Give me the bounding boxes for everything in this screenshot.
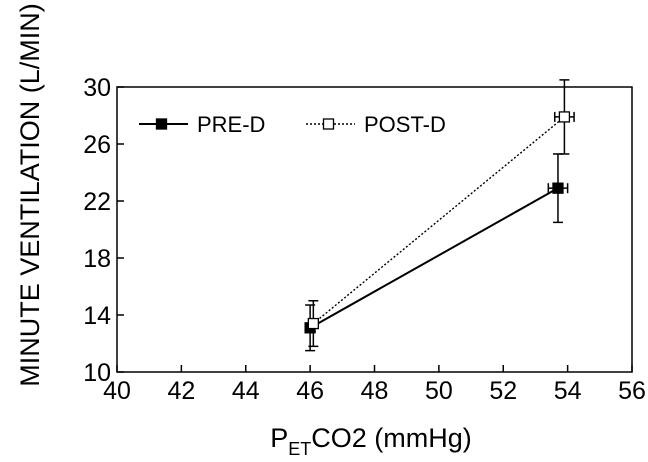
x-tick-label: 50	[425, 377, 453, 405]
x-tick-label: 44	[232, 377, 260, 405]
y-tick-label: 10	[83, 359, 111, 387]
legend: PRE-D POST-D	[139, 112, 446, 137]
data-point	[558, 111, 571, 123]
series-line	[312, 116, 565, 325]
legend-label: POST-D	[364, 112, 446, 137]
x-tick-label: 54	[554, 377, 582, 405]
x-tick-label: 48	[361, 377, 389, 405]
y-tick-label: 18	[83, 245, 111, 273]
series-post-d	[307, 79, 575, 348]
data-point	[307, 317, 319, 330]
legend-marker	[322, 118, 335, 130]
x-tick-label: 56	[618, 377, 646, 405]
series-pre-d	[304, 153, 569, 352]
y-tick-label: 30	[83, 74, 111, 102]
y-axis-title: MINUTE VENTILATION (L/MIN)	[15, 3, 45, 387]
legend-item-post-d: POST-D	[306, 112, 446, 137]
series-layer	[304, 79, 575, 352]
x-tick-label: 46	[296, 377, 324, 405]
y-tick-label: 26	[83, 131, 111, 159]
x-tick-label: 42	[167, 377, 195, 405]
data-point	[552, 182, 564, 194]
series-line	[309, 187, 559, 329]
x-tick-label: 40	[103, 377, 131, 405]
legend-item-pre-d: PRE-D	[139, 112, 265, 137]
legend-marker	[155, 118, 168, 130]
x-axis-title: PETCO2 (mmHg)	[270, 423, 472, 459]
x-tick-label: 52	[489, 377, 517, 405]
y-tick-label: 22	[83, 188, 111, 216]
y-axis: 10 14 18 22 26 30	[83, 74, 124, 387]
legend-label: PRE-D	[197, 112, 265, 137]
x-axis: 40 42 44 46 48 50 52 54 56	[103, 365, 646, 405]
y-tick-label: 14	[83, 302, 111, 330]
